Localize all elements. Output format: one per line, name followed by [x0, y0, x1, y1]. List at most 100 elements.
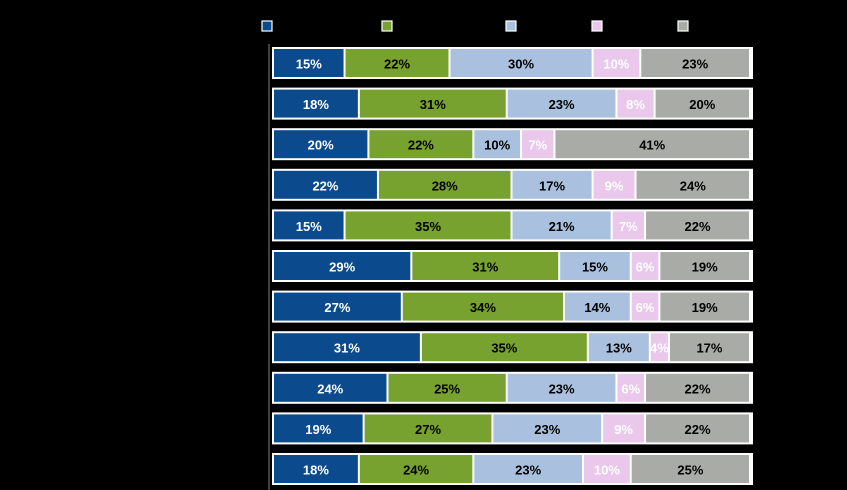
data-label-row3-series4: 7%: [528, 138, 547, 153]
data-label-row7-series4: 6%: [636, 300, 655, 315]
data-label-row3-series1: 20%: [308, 138, 334, 153]
bar-segment-row4-series5: [636, 170, 749, 199]
data-label-row5-series1: 15%: [296, 219, 322, 234]
data-label-row1-series4: 10%: [603, 57, 629, 72]
data-label-row3-series2: 22%: [408, 138, 434, 153]
bar-segment-row11-series2: [359, 455, 473, 483]
bar-segment-row8-series1: [274, 333, 420, 362]
data-label-row2-series3: 23%: [549, 97, 575, 112]
data-label-row6-series5: 19%: [692, 260, 718, 275]
bar-segment-row8-series2: [421, 333, 587, 362]
bar-segment-row3-series2: [369, 130, 473, 159]
bar-row-1: 15% 22% 30% 10% 23%: [272, 47, 753, 79]
bar-segment-row8-series4: [650, 333, 668, 362]
data-label-row7-series5: 19%: [692, 300, 718, 315]
legend-marker-2: [381, 20, 393, 32]
bar-segment-row1-series5: [641, 49, 749, 77]
data-label-row9-series4: 6%: [621, 381, 640, 396]
data-label-row6-series3: 15%: [582, 260, 608, 275]
data-label-row5-series3: 21%: [549, 219, 575, 234]
bar-segment-row5-series5: [646, 211, 749, 240]
legend-marker-4: [591, 20, 603, 32]
data-label-row10-series1: 19%: [305, 422, 331, 437]
bar-segment-row4-series4: [593, 170, 635, 199]
data-label-row8-series1: 31%: [334, 341, 360, 356]
bar-segment-row10-series4: [603, 414, 645, 443]
bar-segment-row6-series3: [560, 252, 630, 280]
bar-segment-row6-series2: [412, 252, 559, 280]
data-label-row6-series1: 29%: [329, 260, 355, 275]
data-label-row4-series2: 28%: [432, 178, 458, 193]
bar-segment-row11-series3: [474, 455, 583, 483]
data-label-row7-series1: 27%: [324, 300, 350, 315]
bar-segment-row11-series1: [274, 455, 358, 483]
bar-row-9: 24% 25% 23% 6% 22%: [272, 371, 753, 404]
data-label-row9-series3: 23%: [549, 381, 575, 396]
bar-segment-row2-series2: [359, 89, 506, 118]
data-label-row4-series3: 17%: [539, 178, 565, 193]
bar-segment-row7-series3: [564, 292, 630, 321]
data-label-row8-series2: 35%: [491, 341, 517, 356]
bar-segment-row9-series1: [274, 373, 387, 402]
bar-segment-row9-series2: [388, 373, 506, 402]
bars-group: 15% 22% 30% 10% 23% 18% 31% 23% 8% 20% 20% 22% 10% 7%…: [272, 47, 753, 485]
bar-segment-row3-series5: [555, 130, 749, 159]
bar-segment-row1-series4: [593, 49, 640, 77]
bar-segment-row7-series5: [660, 292, 749, 321]
data-label-row5-series4: 7%: [619, 219, 638, 234]
data-label-row3-series5: 41%: [639, 138, 665, 153]
bar-segment-row8-series3: [588, 333, 649, 362]
bar-row-10: 19% 27% 23% 9% 22%: [272, 412, 753, 445]
legend-marker-1: [261, 20, 273, 32]
data-label-row2-series2: 31%: [420, 97, 446, 112]
bar-segment-row5-series4: [612, 211, 645, 240]
bar-segment-row8-series5: [669, 333, 749, 362]
data-label-row9-series5: 22%: [685, 381, 711, 396]
data-label-row9-series1: 24%: [317, 381, 343, 396]
data-label-row10-series5: 22%: [685, 422, 711, 437]
bar-segment-row10-series5: [646, 414, 749, 443]
bar-segment-row4-series1: [274, 170, 377, 199]
bar-segment-row7-series1: [274, 292, 401, 321]
bar-segment-row6-series5: [660, 252, 749, 280]
data-label-row7-series3: 14%: [584, 300, 610, 315]
bar-row-5: 15% 35% 21% 7% 22%: [272, 209, 753, 242]
data-label-row8-series3: 13%: [606, 341, 632, 356]
bar-segment-row4-series2: [378, 170, 511, 199]
data-label-row2-series4: 8%: [626, 97, 645, 112]
bar-segment-row3-series3: [474, 130, 521, 159]
data-label-row5-series5: 22%: [685, 219, 711, 234]
bar-segment-row6-series1: [274, 252, 411, 280]
bar-segment-row4-series3: [512, 170, 592, 199]
bar-segment-row1-series1: [274, 49, 344, 77]
bar-segment-row9-series3: [507, 373, 616, 402]
data-label-row10-series3: 23%: [534, 422, 560, 437]
bar-row-8: 31% 35% 13% 4% 17%: [272, 331, 753, 364]
bar-row-4: 22% 28% 17% 9% 24%: [272, 168, 753, 201]
data-label-row1-series3: 30%: [508, 57, 534, 72]
data-label-row2-series5: 20%: [689, 97, 715, 112]
data-label-row1-series5: 23%: [682, 57, 708, 72]
legend-marker-5: [677, 20, 689, 32]
bar-segment-row7-series4: [631, 292, 659, 321]
data-label-row2-series1: 18%: [303, 97, 329, 112]
bar-segment-row3-series1: [274, 130, 368, 159]
bar-segment-row10-series1: [274, 414, 363, 443]
bar-segment-row9-series4: [617, 373, 645, 402]
data-label-row4-series5: 24%: [680, 178, 706, 193]
bar-segment-row9-series5: [646, 373, 749, 402]
bar-segment-row7-series2: [402, 292, 563, 321]
data-label-row8-series5: 17%: [696, 341, 722, 356]
data-label-row10-series2: 27%: [415, 422, 441, 437]
bar-segment-row10-series3: [493, 414, 602, 443]
bar-segment-row5-series1: [274, 211, 344, 240]
bar-row-6: 29% 31% 15% 6% 19%: [272, 250, 753, 282]
bar-segment-row1-series2: [345, 49, 449, 77]
data-label-row11-series2: 24%: [403, 463, 429, 478]
data-label-row1-series2: 22%: [384, 57, 410, 72]
bar-segment-row3-series4: [522, 130, 554, 159]
legend: [261, 20, 689, 32]
bar-segment-row11-series4: [584, 455, 630, 483]
data-label-row9-series2: 25%: [434, 381, 460, 396]
